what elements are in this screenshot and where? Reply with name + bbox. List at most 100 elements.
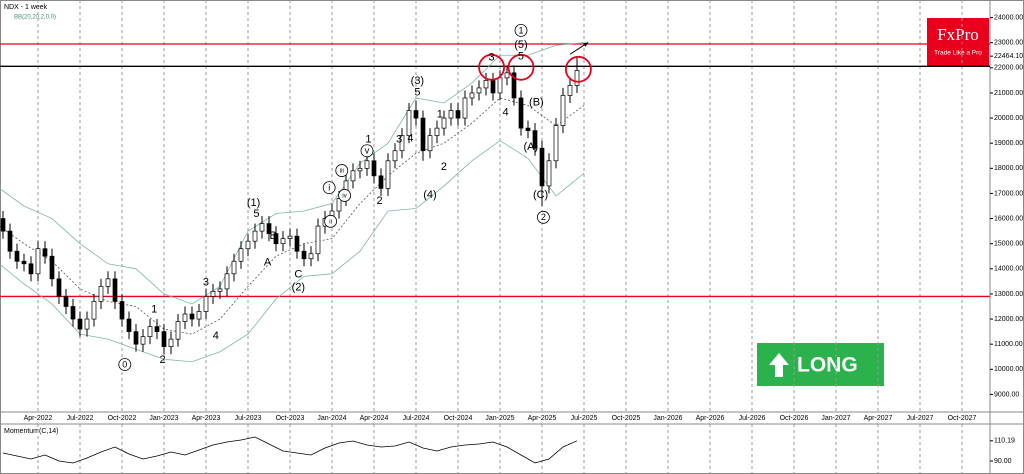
x-tick-label: Oct-2027	[948, 415, 977, 422]
wave-label: 1	[518, 25, 523, 35]
candle-body	[147, 326, 153, 337]
x-tick-label: Jul-2022	[67, 415, 94, 422]
candle-body	[49, 255, 55, 280]
highlight-circle	[564, 55, 592, 83]
wave-label: ii	[329, 219, 332, 225]
candle-body	[28, 263, 34, 275]
candle-body	[154, 326, 160, 332]
x-tick-label: Apr-2026	[696, 415, 725, 422]
y-tick-label: 20000.00	[994, 115, 1023, 122]
arrow-head	[583, 42, 589, 47]
y-tick-label: 14000.00	[994, 266, 1023, 273]
wave-label: (C)	[533, 189, 548, 201]
candle-body	[567, 85, 573, 96]
candle-body	[420, 117, 426, 152]
candle-body	[63, 296, 69, 307]
wave-circle	[324, 214, 337, 228]
candle-body	[21, 260, 27, 265]
candle-body	[35, 248, 41, 275]
wave-circle	[536, 210, 550, 224]
up-arrow-icon	[769, 353, 789, 377]
candle-body	[441, 117, 447, 129]
candle-body	[98, 286, 104, 302]
y-tick-label: 18000.00	[994, 165, 1023, 172]
wave-label: iii	[340, 169, 344, 175]
candle-body	[497, 77, 503, 94]
x-tick-label: Oct-2023	[276, 415, 305, 422]
y-tick-label: 11000.00	[994, 341, 1023, 348]
wave-label: B	[270, 230, 277, 242]
wave-label: 5	[518, 51, 524, 63]
candle-body	[126, 318, 132, 332]
logo: FxPro Trade Like a Pro	[927, 18, 989, 66]
x-tick-label: Jul-2024	[403, 415, 430, 422]
wave-label: A	[264, 256, 272, 268]
wave-label: 1	[151, 303, 157, 315]
candle-body	[70, 306, 76, 320]
candle-body	[308, 253, 314, 260]
candle-body	[196, 311, 202, 320]
candle-body	[182, 313, 188, 322]
wave-label: 2	[441, 161, 447, 173]
candle-body	[504, 72, 510, 79]
candle-body	[406, 110, 412, 137]
candle-body	[476, 87, 482, 94]
wave-label: 2	[377, 195, 383, 207]
candle-body	[399, 135, 405, 152]
x-tick-label: Apr-2022	[24, 415, 53, 422]
y-tick-label: 16000.00	[994, 215, 1023, 222]
candle-body	[273, 233, 279, 245]
candle-body	[112, 278, 118, 302]
x-tick-label: Jan-2027	[821, 415, 850, 422]
wave-label: 1	[437, 108, 443, 120]
band-middle	[0, 97, 585, 335]
candle-body	[252, 230, 258, 242]
wave-label: (3)	[411, 75, 424, 87]
y-tick-label: 13000.00	[994, 291, 1023, 298]
candle-body	[511, 72, 517, 99]
candle-body	[77, 318, 83, 330]
wave-label: 4	[503, 106, 509, 118]
candle-body	[245, 240, 251, 250]
candle-body	[315, 225, 321, 255]
y-tick-label: 15000.00	[994, 241, 1023, 248]
candle-body	[231, 260, 237, 275]
wave-label: 5	[414, 87, 420, 99]
x-tick-label: Oct-2026	[780, 415, 809, 422]
candle-body	[469, 92, 475, 99]
candle-body	[483, 80, 489, 89]
x-tick-label: Jan-2024	[317, 415, 346, 422]
candle-body	[161, 331, 167, 348]
wave-label: 2	[541, 212, 546, 222]
candle-body	[462, 97, 468, 119]
x-tick-label: Apr-2023	[192, 415, 221, 422]
wave-label: 0	[122, 359, 127, 369]
candle-body	[140, 336, 146, 345]
x-tick-label: Jan-2025	[485, 415, 514, 422]
candle-body	[14, 250, 20, 262]
y-tick-label: 9000.00	[994, 391, 1019, 398]
x-tick-label: Jul-2025	[571, 415, 598, 422]
candle-body	[364, 160, 370, 169]
candle-body	[378, 175, 384, 189]
wave-label: (4)	[423, 189, 436, 201]
wave-label: (1)	[247, 197, 260, 209]
momentum-line	[2, 436, 578, 464]
candle-body	[413, 110, 419, 119]
wave-label: 3	[203, 277, 209, 289]
candle-body	[385, 160, 391, 189]
candle-body	[266, 223, 272, 234]
y-tick-label: 17000.00	[994, 190, 1023, 197]
y-tick-label: 21000.00	[994, 90, 1023, 97]
candle-body	[287, 235, 293, 240]
candle-body	[259, 223, 265, 232]
candle-body	[280, 238, 286, 245]
momentum-title: Momentum(C,14)	[4, 428, 58, 435]
candle-body	[518, 97, 524, 129]
candle-body	[217, 288, 223, 292]
candle-body	[119, 301, 125, 320]
candle-body	[392, 150, 398, 162]
wave-circle	[322, 181, 336, 195]
x-tick-label: Apr-2027	[864, 415, 893, 422]
